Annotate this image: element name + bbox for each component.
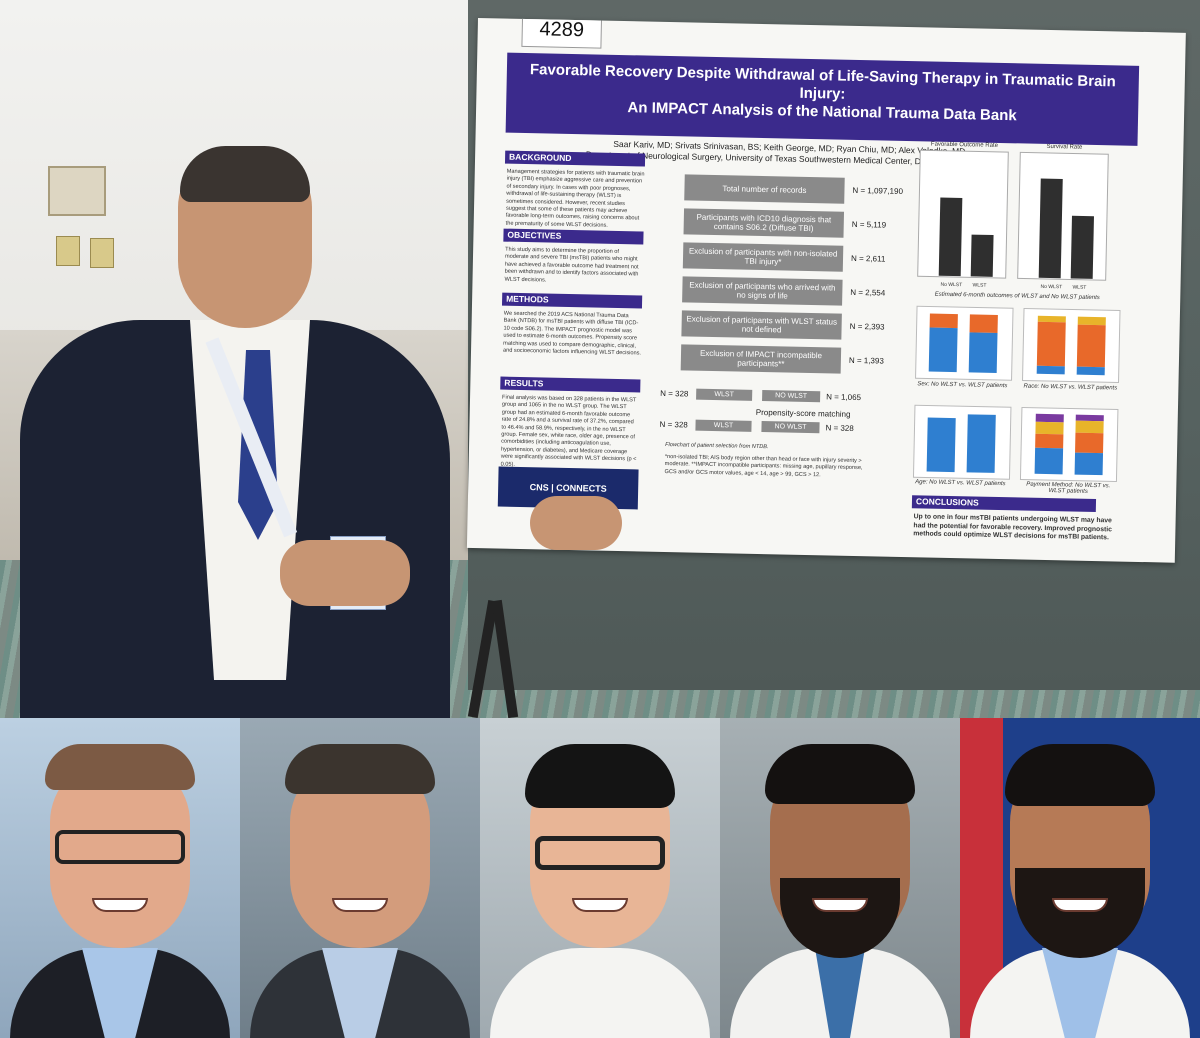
smile: [812, 898, 868, 912]
portrait-4: [720, 718, 960, 1038]
x-label-no-wlst: No WLST: [940, 282, 962, 288]
background-text: Management strategies for patients with …: [505, 168, 645, 229]
conclusions-text: Up to one in four msTBI patients undergo…: [913, 513, 1113, 542]
smile: [92, 898, 148, 912]
presenter-hand: [280, 540, 410, 606]
x-label-wlst: WLST: [1072, 285, 1086, 291]
smile: [572, 898, 628, 912]
survival-chart-title: Survival Rate: [1046, 143, 1083, 151]
portrait-hair: [525, 744, 675, 808]
glasses-icon: [535, 836, 665, 870]
section-conclusions: CONCLUSIONS: [911, 495, 1097, 513]
flow-count: N = 1,393: [848, 355, 884, 366]
stack-segment: [1035, 421, 1064, 435]
flow-caption: Flowchart of patient selection from NTDB…: [665, 442, 769, 451]
stack-segment: [1076, 366, 1105, 376]
poster-title: Favorable Recovery Despite Withdrawal of…: [506, 61, 1139, 128]
bar-caption: Estimated 6-month outcomes of WLST and N…: [934, 291, 1100, 302]
wlst-count: N = 328: [660, 388, 689, 399]
portrait-hair: [1005, 744, 1155, 806]
stack-segment: [1035, 433, 1064, 449]
flow-count: N = 2,393: [849, 321, 885, 332]
stack-segment: [1036, 321, 1066, 367]
no-wlst-box-matched: NO WLST: [761, 421, 820, 434]
no-wlst-count: N = 1,065: [826, 392, 862, 403]
smile: [1052, 898, 1108, 912]
section-results: RESULTS: [500, 376, 641, 393]
stack-segment: [929, 313, 958, 329]
portrait-1: [0, 718, 240, 1038]
stack-segment: [1075, 414, 1104, 422]
outcome-bar-charts: No WLST WLST No WLST WLST: [917, 149, 1109, 291]
demographic-stacked-charts: [912, 305, 1121, 482]
flow-step: Exclusion of IMPACT incompatible partici…: [680, 344, 842, 374]
portrait-hair: [285, 744, 435, 794]
poster-number: 4289: [521, 18, 603, 49]
stack-segment: [966, 414, 996, 473]
objectives-text: This study aims to determine the proport…: [504, 246, 639, 284]
flow-step: Total number of records: [684, 174, 845, 204]
bar-wlst: [970, 234, 994, 277]
wlst-box-matched: WLST: [695, 419, 752, 432]
stack-segment: [1036, 365, 1065, 375]
stack-segment: [1075, 432, 1104, 454]
smile: [332, 898, 388, 912]
section-methods: METHODS: [501, 292, 643, 309]
stack-segment: [1074, 452, 1104, 476]
flow-step: Exclusion of participants with non-isola…: [682, 242, 844, 272]
presenter-hair: [180, 146, 310, 202]
conference-photo: 4289 Favorable Recovery Despite Withdraw…: [0, 0, 1200, 718]
wall-sign: [48, 166, 106, 216]
flow-count: N = 2,554: [850, 287, 886, 298]
results-text: Final analysis was based on 328 patients…: [500, 394, 637, 468]
flow-count: N = 1,097,190: [852, 185, 904, 196]
x-label-no-wlst: No WLST: [1040, 284, 1062, 290]
wlst-count-matched: N = 328: [659, 419, 688, 430]
poster-title-line2: An IMPACT Analysis of the National Traum…: [627, 99, 1017, 125]
stack-segment: [1077, 316, 1106, 326]
poster-title-line1: Favorable Recovery Despite Withdrawal of…: [529, 61, 1116, 103]
flow-step: Participants with ICD10 diagnosis that c…: [683, 208, 845, 238]
glasses-icon: [55, 830, 185, 864]
portrait-hair: [45, 744, 195, 790]
stack-segment: [1035, 413, 1064, 423]
stack-segment: [928, 327, 958, 373]
no-wlst-count-matched: N = 328: [825, 423, 854, 433]
psm-label: Propensity-score matching: [755, 407, 851, 419]
flow-count: N = 2,611: [850, 253, 886, 264]
x-label-wlst: WLST: [972, 282, 986, 288]
wlst-box: WLST: [696, 388, 753, 401]
bar-no-wlst: [1038, 178, 1063, 279]
stack-segment: [1037, 315, 1066, 323]
no-wlst-box: NO WLST: [762, 390, 821, 403]
portrait-2: [240, 718, 480, 1038]
flow-step: Exclusion of participants with WLST stat…: [681, 310, 842, 340]
poster-title-banner: Favorable Recovery Despite Withdrawal of…: [505, 52, 1140, 146]
footnotes: *non-isolated TBI; AIS body region other…: [664, 454, 863, 479]
stack-segment: [968, 332, 998, 373]
survival-bars: [1038, 178, 1094, 279]
wall-switch: [56, 236, 80, 266]
flow-step: Exclusion of participants who arrived wi…: [682, 276, 843, 306]
presenter-hand: [530, 496, 622, 550]
bar-wlst: [1070, 215, 1094, 279]
research-poster: 4289 Favorable Recovery Despite Withdraw…: [466, 18, 1186, 563]
stack-segment: [1075, 420, 1104, 434]
stack-segment: [1076, 324, 1106, 368]
stack-segment: [1034, 447, 1064, 475]
section-background: BACKGROUND: [504, 150, 646, 167]
portrait-5: [960, 718, 1200, 1038]
stack-segment: [969, 314, 998, 333]
bar-no-wlst: [938, 197, 963, 277]
author-portraits: [0, 718, 1200, 1038]
flow-count: N = 5,119: [851, 219, 887, 230]
section-objectives: OBJECTIVES: [503, 228, 644, 245]
wall-switch: [90, 238, 114, 268]
portrait-3: [480, 718, 720, 1038]
methods-text: We searched the 2019 ACS National Trauma…: [502, 310, 642, 357]
payment-caption: Payment Method: No WLST vs. WLST patient…: [1026, 481, 1111, 495]
portrait-hair: [765, 744, 915, 804]
stack-segment: [926, 417, 956, 473]
favorable-bars: [938, 197, 994, 277]
